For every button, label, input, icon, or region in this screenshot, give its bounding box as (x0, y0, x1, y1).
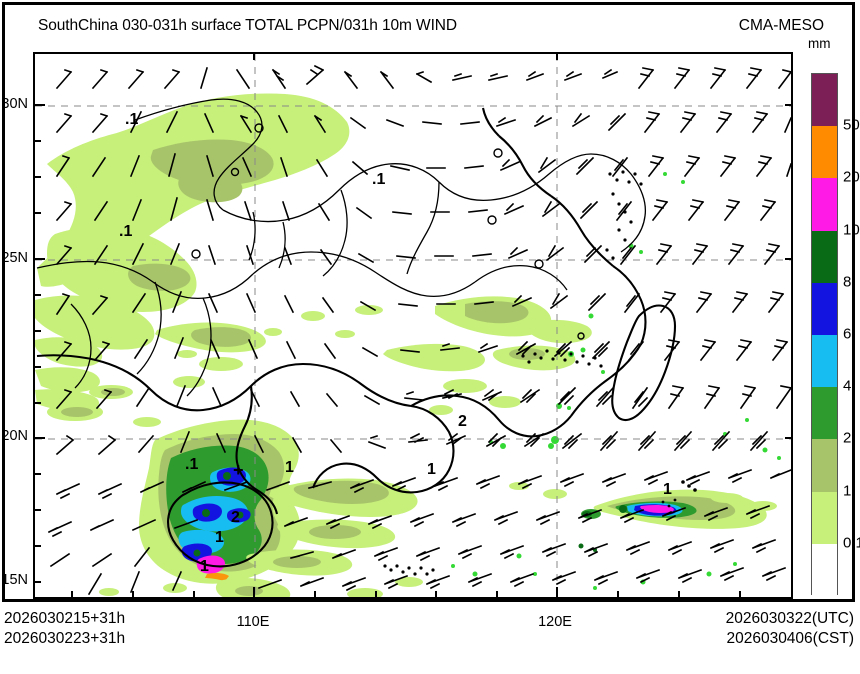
colorbar-segment (812, 387, 837, 440)
axis-tick-left (35, 473, 41, 475)
wind-barbs (47, 64, 791, 596)
axis-tick-left (35, 330, 41, 332)
axis-tick-right (785, 104, 791, 106)
axis-tick-left-major (35, 104, 45, 106)
axis-tick-left (35, 545, 41, 547)
svg-text:1: 1 (285, 459, 294, 476)
axis-tick-left (35, 140, 41, 142)
colorbar-segment (812, 126, 837, 179)
colorbar-segment (812, 282, 837, 335)
axis-tick-bottom-major (253, 587, 255, 597)
axis-tick-bottom (435, 591, 437, 597)
lon-label-110e: 110E (236, 614, 270, 630)
svg-text:1: 1 (215, 529, 224, 546)
colorbar-segment (812, 74, 837, 127)
island-specks (191, 123, 585, 340)
axis-tick-bottom (132, 591, 134, 597)
valid-time-utc: 2026030322(UTC) (725, 610, 854, 627)
model-label: CMA-MESO (738, 17, 824, 34)
colorbar-tick-1: 1 (843, 482, 852, 500)
colorbar-tick-20: 20 (843, 168, 860, 186)
valid-time-cst: 2026030406(CST) (726, 630, 854, 647)
axis-tick-left-major (35, 437, 45, 439)
colorbar-segment (812, 178, 837, 231)
colorbar-segment (812, 334, 837, 388)
colorbar-tick-50: 50 (843, 116, 860, 134)
lon-label-120e: 120E (538, 614, 572, 630)
colorbar-tick-2: 2 (843, 429, 852, 447)
map-boundaries (36, 98, 677, 568)
lat-label-30n: 30N (1, 96, 28, 112)
precip-region-southwest-core (139, 419, 301, 597)
lat-label-25n: 25N (1, 250, 28, 266)
coast-detail-speckle (383, 170, 697, 576)
svg-text:.1: .1 (185, 456, 198, 473)
precip-specks-dark (578, 543, 597, 552)
precip-region-east-band (509, 482, 777, 529)
axis-tick-left (35, 366, 41, 368)
axis-tick-bottom (193, 591, 195, 597)
colorbar-segment (812, 230, 837, 283)
axis-tick-bottom (617, 591, 619, 597)
axis-tick-left (35, 509, 41, 511)
axis-tick-bottom (314, 591, 316, 597)
map-svg: .1 .1 .1 .1 + 1 2 2 1 1 1 1 (35, 54, 791, 597)
axis-tick-left (35, 294, 41, 296)
svg-text:2: 2 (231, 509, 240, 526)
init-time-cst: 2026030223+31h (4, 630, 126, 647)
axis-tick-right (785, 258, 791, 260)
figure-border (2, 2, 855, 602)
colorbar-tick-6: 6 (843, 325, 852, 343)
precip-specks (451, 172, 781, 590)
axis-tick-bottom (71, 591, 73, 597)
axis-tick-left (35, 176, 41, 178)
axis-tick-top (556, 54, 558, 60)
svg-text:+: + (233, 460, 244, 480)
precip-region-north (35, 93, 350, 412)
colorbar-tick-10: 10 (843, 221, 860, 239)
svg-text:2: 2 (458, 413, 467, 430)
precip-region-coastal-band (99, 478, 423, 597)
colorbar-unit-label: mm (808, 36, 831, 51)
axis-tick-bottom (678, 591, 680, 597)
axis-tick-bottom (739, 591, 741, 597)
page-title: SouthChina 030-031h surface TOTAL PCPN/0… (38, 17, 457, 34)
colorbar-segment (812, 491, 837, 544)
taiwan-outline (611, 304, 677, 422)
axis-tick-bottom-major (556, 587, 558, 597)
axis-tick-left (35, 402, 41, 404)
colorbar[interactable] (811, 73, 838, 596)
colorbar-tick-0_1: 0.1 (843, 534, 860, 552)
svg-text:1: 1 (427, 461, 436, 478)
contour-labels: .1 .1 .1 .1 + 1 2 2 1 1 1 1 (119, 111, 672, 575)
svg-text:.1: .1 (119, 223, 132, 240)
axis-tick-left (35, 212, 41, 214)
lat-label-15n: 15N (1, 572, 28, 588)
axis-tick-right (785, 437, 791, 439)
svg-text:1: 1 (663, 481, 672, 498)
axis-tick-bottom (496, 591, 498, 597)
precip-region-mid (47, 296, 592, 427)
lat-label-20n: 20N (1, 428, 28, 444)
axis-tick-left-major (35, 258, 45, 260)
axis-tick-top (253, 54, 255, 60)
colorbar-segment (812, 439, 837, 492)
init-time-utc: 2026030215+31h (4, 610, 126, 627)
axis-tick-left (35, 581, 41, 583)
colorbar-segment (812, 543, 837, 596)
svg-text:.1: .1 (125, 111, 138, 128)
axis-tick-bottom (375, 591, 377, 597)
colorbar-tick-4: 4 (843, 377, 852, 395)
svg-text:.1: .1 (372, 171, 385, 188)
svg-text:1: 1 (200, 558, 209, 575)
colorbar-tick-8: 8 (843, 273, 852, 291)
map-plot-area[interactable]: .1 .1 .1 .1 + 1 2 2 1 1 1 1 (33, 52, 793, 599)
title-row: SouthChina 030-031h surface TOTAL PCPN/0… (0, 0, 860, 38)
map-canvas: .1 .1 .1 .1 + 1 2 2 1 1 1 1 (35, 54, 791, 597)
